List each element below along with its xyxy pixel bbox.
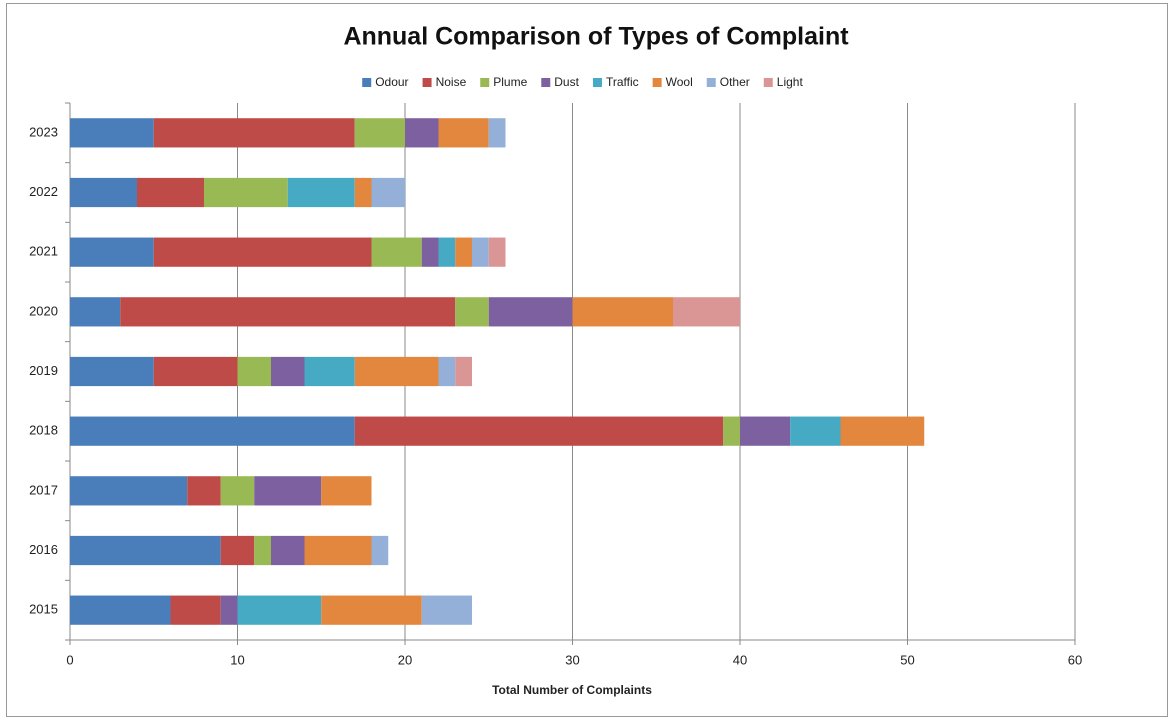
bar-segment (371, 177, 405, 208)
bar-segment (220, 476, 255, 506)
bar-segment (723, 416, 740, 446)
bar-segment (254, 476, 322, 506)
bar-segment (421, 595, 472, 625)
legend-label: Light (777, 75, 804, 89)
bar-segment (840, 416, 925, 446)
legend-swatch (362, 78, 372, 87)
bar-segment (438, 356, 456, 387)
bar-segment (321, 476, 372, 506)
x-tick-label: 50 (900, 652, 914, 667)
legend-label: Plume (493, 75, 527, 89)
bar-segment (455, 237, 472, 267)
bar-segment (170, 595, 221, 625)
chart-title: Annual Comparison of Types of Complaint (343, 23, 849, 51)
bar-segment (287, 177, 355, 208)
bar-segment (220, 595, 238, 625)
legend-label: Dust (554, 75, 579, 89)
x-tick-label: 60 (1068, 652, 1082, 667)
bar-segment (70, 595, 171, 625)
legend-swatch (706, 78, 716, 87)
bar-segment (70, 416, 355, 446)
bar-segment (187, 476, 221, 506)
bar-segment (354, 356, 439, 387)
bar-segment (421, 237, 439, 267)
bar-segment (673, 297, 740, 327)
legend-label: Wool (666, 75, 693, 89)
bar-segment (438, 237, 456, 267)
bar-segment (204, 177, 288, 208)
bar-segment (120, 297, 456, 327)
bar-segment (488, 237, 506, 267)
bar-segment (304, 535, 372, 566)
bar-segment (572, 297, 673, 327)
x-tick-label: 0 (66, 652, 73, 667)
legend-swatch (652, 78, 662, 87)
y-tick-label: 2022 (29, 184, 58, 199)
bar-segment (254, 535, 271, 566)
bar-segment (271, 356, 305, 387)
bar-segment (472, 237, 489, 267)
bar-segment (321, 595, 422, 625)
legend-label: Traffic (606, 75, 639, 89)
bar-segment (237, 595, 322, 625)
y-tick-label: 2023 (29, 124, 58, 139)
bar-segment (271, 535, 305, 566)
bar-segment (371, 237, 422, 267)
bar-segment (153, 118, 355, 148)
bar-segment (70, 297, 121, 327)
bar-segment (354, 416, 724, 446)
x-tick-label: 30 (565, 652, 579, 667)
bar-segment (153, 237, 372, 267)
legend-label: Other (720, 75, 750, 89)
legend-swatch (422, 78, 432, 87)
bar-segment (354, 118, 405, 148)
legend-swatch (592, 78, 602, 87)
y-tick-label: 2019 (29, 363, 58, 378)
y-tick-label: 2020 (29, 303, 58, 318)
bar-segment (354, 177, 372, 208)
legend-label: Odour (375, 75, 408, 89)
bar-segment (137, 177, 204, 208)
bar-segment (220, 535, 255, 566)
bar-segment (740, 416, 791, 446)
y-tick-label: 2015 (29, 602, 58, 617)
x-tick-label: 10 (230, 652, 244, 667)
bar-segment (304, 356, 355, 387)
bar-segment (488, 297, 573, 327)
bar-segment (371, 535, 389, 566)
bar-segment (70, 118, 154, 148)
legend-swatch (541, 78, 551, 87)
bar-segment (153, 356, 238, 387)
y-tick-label: 2017 (29, 482, 58, 497)
y-tick-label: 2016 (29, 542, 58, 557)
x-axis-title: Total Number of Complaints (492, 683, 652, 697)
legend-swatch (480, 78, 490, 87)
bar-segment (70, 177, 137, 208)
bar-segment (455, 356, 472, 387)
bar-segment (70, 476, 188, 506)
bar-segment (438, 118, 489, 148)
legend-label: Noise (436, 75, 467, 89)
x-tick-label: 20 (398, 652, 412, 667)
bar-segment (455, 297, 489, 327)
y-tick-label: 2021 (29, 244, 58, 259)
bar-segment (237, 356, 271, 387)
y-tick-label: 2018 (29, 423, 58, 438)
bar-segment (70, 535, 221, 566)
x-tick-label: 40 (733, 652, 747, 667)
bar-segment (790, 416, 841, 446)
bar-segment (405, 118, 439, 148)
bar-segment (70, 356, 154, 387)
legend-swatch (763, 78, 773, 87)
bar-segment (488, 118, 506, 148)
bar-segment (70, 237, 154, 267)
